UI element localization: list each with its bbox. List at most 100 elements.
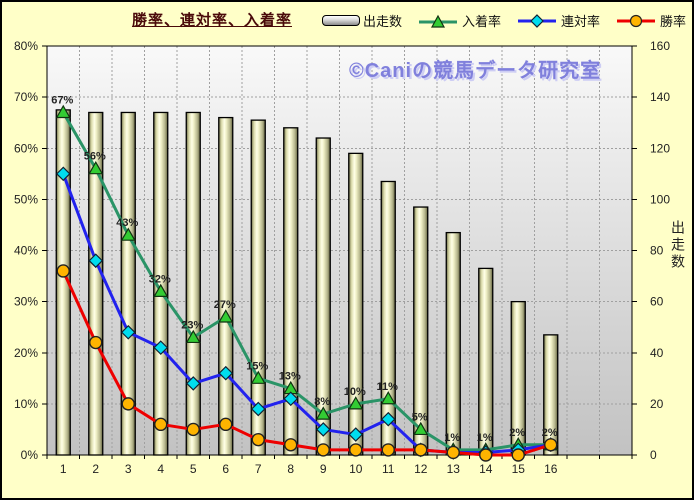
y-right-tick-label: 100 <box>650 192 670 206</box>
y-right-tick-label: 0 <box>650 448 657 462</box>
diamond-marker <box>185 376 201 391</box>
data-label: 32% <box>149 273 171 285</box>
x-tick-label: 10 <box>349 462 363 476</box>
circle-marker <box>511 448 525 462</box>
triangle-marker <box>218 309 234 323</box>
triangle-marker <box>120 227 136 241</box>
y-left-tick-label: 60% <box>14 141 38 155</box>
legend-item-exacta-rate: 連対率 <box>516 11 600 30</box>
diamond-marker-line-icon <box>517 13 556 28</box>
x-tick-label: 3 <box>125 462 132 476</box>
circle-marker <box>544 438 558 452</box>
y-left-tick-label: 30% <box>14 295 38 309</box>
circle-marker-line-icon <box>616 14 655 27</box>
diamond-marker <box>120 324 136 340</box>
data-label: 27% <box>214 299 236 311</box>
y-right-tick-label: 60 <box>650 295 664 309</box>
legend-label-exacta-rate: 連対率 <box>560 14 600 29</box>
circle-marker <box>446 445 460 460</box>
circle-marker <box>251 432 265 447</box>
data-label: 2% <box>509 427 525 439</box>
y-right-tick-label: 20 <box>650 397 664 411</box>
x-tick-label: 11 <box>382 462 395 476</box>
x-tick-label: 16 <box>544 462 558 476</box>
right-axis-title: 出走数 <box>670 220 686 271</box>
y-right-tick-label: 120 <box>650 141 670 155</box>
diamond-marker <box>283 391 299 407</box>
legend: 出走数 入着率 連対率 勝率 <box>321 11 686 30</box>
y-right-tick-label: 140 <box>650 90 670 104</box>
y-left-tick-label: 50% <box>14 192 38 206</box>
legend-label-starts: 出走数 <box>362 14 402 29</box>
x-tick-label: 4 <box>157 462 164 476</box>
y-left-tick-label: 70% <box>14 90 38 104</box>
y-left-tick-label: 80% <box>14 39 38 53</box>
diamond-marker <box>153 340 169 355</box>
bar-5 <box>185 111 201 456</box>
y-left-tick-label: 10% <box>14 397 38 411</box>
data-label: 8% <box>314 396 330 408</box>
data-label: 67% <box>51 94 73 106</box>
x-tick-label: 9 <box>320 462 327 476</box>
bar-14 <box>478 267 494 456</box>
triangle-marker <box>153 283 169 297</box>
triangle-marker <box>55 104 71 119</box>
data-label: 23% <box>181 319 203 331</box>
circle-marker <box>121 397 135 411</box>
circle-marker <box>56 264 70 278</box>
data-label: 1% <box>444 432 460 444</box>
data-label: 2% <box>542 427 558 439</box>
data-label: 10% <box>344 386 366 398</box>
legend-item-finish-rate: 入着率 <box>417 11 501 30</box>
x-tick-label: 2 <box>92 462 99 476</box>
diamond-marker <box>348 427 364 442</box>
diamond-marker <box>55 166 71 182</box>
triangle-marker <box>413 421 429 436</box>
diamond-marker <box>218 365 234 381</box>
circle-marker <box>219 417 233 432</box>
x-tick-label: 1 <box>60 462 67 476</box>
bar-swatch-icon <box>321 15 360 26</box>
circle-marker <box>89 335 103 350</box>
triangle-marker <box>250 370 266 384</box>
circle-marker <box>414 443 428 457</box>
circle-marker <box>479 448 493 462</box>
y-right-tick-label: 40 <box>650 346 664 360</box>
y-right-tick-label: 80 <box>650 244 664 258</box>
x-tick-label: 5 <box>190 462 197 476</box>
triangle-marker <box>380 391 396 405</box>
x-tick-label: 14 <box>479 462 493 476</box>
data-label: 11% <box>377 381 399 393</box>
line-入着率 <box>61 111 551 452</box>
triangle-marker <box>348 396 364 410</box>
legend-item-starts: 出走数 <box>321 11 402 30</box>
bar-10 <box>348 152 364 456</box>
circle-marker <box>284 438 298 452</box>
data-label: 15% <box>246 360 268 372</box>
triangle-marker <box>88 160 104 175</box>
triangle-marker <box>315 406 331 420</box>
y-left-tick-label: 40% <box>14 244 38 258</box>
data-label: 43% <box>116 217 138 229</box>
diamond-marker <box>88 253 104 269</box>
data-label: 13% <box>279 371 301 383</box>
circle-marker <box>316 443 330 457</box>
x-tick-label: 12 <box>414 462 428 476</box>
data-label: 56% <box>84 151 106 163</box>
x-tick-label: 13 <box>447 462 461 476</box>
triangle-marker-line-icon <box>418 14 457 28</box>
axis-ticks <box>42 45 637 459</box>
legend-label-win-rate: 勝率 <box>659 14 686 29</box>
y-right-tick-label: 160 <box>650 39 670 53</box>
diamond-marker <box>380 411 396 427</box>
circle-marker <box>349 443 363 457</box>
bar-13 <box>445 231 461 456</box>
circle-marker <box>381 443 395 457</box>
circle-marker <box>154 417 168 432</box>
data-label: 1% <box>477 432 493 444</box>
x-tick-label: 6 <box>222 462 229 476</box>
legend-item-win-rate: 勝率 <box>615 11 686 30</box>
x-tick-label: 8 <box>287 462 294 476</box>
